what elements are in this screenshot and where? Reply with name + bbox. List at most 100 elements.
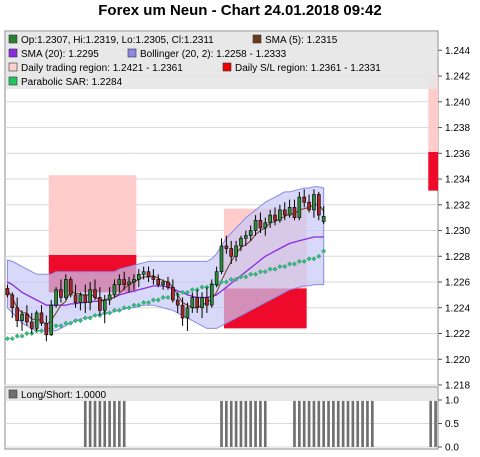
- long-short-y-axis: 0.0 0.5 1.0: [438, 396, 459, 454]
- long-short-bar: [220, 400, 223, 447]
- candle-body: [273, 214, 277, 221]
- legend-label: Op:1.2307, Hi:1.2319, Lo:1.2305, Cl:1.23…: [21, 35, 214, 46]
- long-short-bar: [298, 400, 301, 447]
- long-short-bar: [254, 400, 257, 447]
- candle-body: [88, 289, 92, 303]
- sar-point: [136, 302, 142, 308]
- long-short-bar: [361, 400, 364, 447]
- legend-swatch: [8, 62, 18, 72]
- candle-body: [78, 294, 83, 303]
- legend-swatch: [127, 48, 137, 58]
- price-tick-label: 1.226: [445, 278, 470, 289]
- legend-swatch: [252, 34, 262, 44]
- sar-point: [141, 300, 147, 306]
- candle-body: [200, 297, 204, 309]
- long-short-tick-label: 0.0: [445, 443, 459, 454]
- sar-point: [107, 310, 113, 316]
- sar-point: [272, 266, 278, 272]
- sar-point: [321, 248, 327, 254]
- long-short-legend-swatch: [8, 389, 18, 399]
- sar-point: [277, 264, 283, 270]
- candle-body: [205, 297, 209, 306]
- sar-point: [267, 266, 273, 272]
- candle-body: [73, 294, 78, 303]
- sar-point: [131, 302, 137, 308]
- candle-body: [59, 289, 63, 298]
- candle-body: [268, 214, 272, 224]
- long-short-bar: [327, 400, 330, 447]
- candle-body: [175, 299, 180, 306]
- long-short-bar: [429, 400, 433, 447]
- long-short-bar: [336, 400, 340, 447]
- sar-point: [301, 258, 307, 264]
- candle-body: [132, 279, 136, 283]
- long-short-bar: [346, 400, 350, 447]
- long-short-bar: [332, 400, 335, 447]
- candle-body: [10, 294, 15, 309]
- long-short-bar: [302, 400, 306, 447]
- price-tick-label: 1.244: [445, 46, 470, 57]
- candle-body: [171, 286, 175, 301]
- long-short-bar: [322, 400, 326, 447]
- candle-body: [316, 194, 321, 216]
- sar-point: [282, 264, 288, 270]
- long-short-bar: [370, 400, 374, 447]
- candle-body: [122, 279, 127, 285]
- candle-body: [29, 321, 34, 329]
- long-short-bar: [293, 400, 296, 447]
- sar-point: [155, 297, 161, 303]
- sar-point: [287, 261, 293, 267]
- sar-point: [73, 318, 79, 324]
- legend-label: Parabolic SAR: 1.2284: [21, 77, 123, 88]
- long-short-bar: [122, 400, 126, 447]
- sar-point: [199, 284, 205, 290]
- sar-point: [150, 297, 156, 303]
- candle-body: [239, 237, 243, 247]
- sar-point: [223, 279, 229, 285]
- legend-background: [6, 32, 437, 89]
- candle-body: [156, 279, 161, 285]
- candle-body: [107, 294, 112, 301]
- candle-body: [244, 235, 248, 239]
- candle-body: [20, 313, 24, 321]
- sar-point: [111, 307, 117, 313]
- long-short-bar: [98, 400, 102, 447]
- candle-body: [127, 281, 131, 285]
- candle-body: [5, 288, 10, 296]
- chart-title: Forex um Neun - Chart 24.01.2018 09:42: [98, 2, 382, 19]
- long-short-bar: [117, 400, 121, 447]
- legend-label: SMA (20): 1.2295: [21, 49, 99, 60]
- sar-point: [180, 289, 186, 295]
- sar-point: [311, 256, 317, 262]
- sar-point: [253, 271, 259, 277]
- candle-body: [151, 276, 156, 280]
- sar-point: [243, 274, 249, 280]
- long-short-bar: [351, 400, 355, 447]
- long-short-bar: [229, 400, 233, 447]
- candle-body: [166, 281, 170, 288]
- candle-body: [214, 271, 219, 285]
- long-short-bar: [113, 400, 116, 447]
- candle-body: [44, 322, 49, 336]
- long-short-bar: [249, 400, 253, 447]
- long-short-plot: 0.0 0.5 1.0 Long/Short: 1.0000: [4, 386, 459, 454]
- sar-point: [68, 320, 74, 326]
- long-short-bar: [356, 400, 360, 447]
- candle-body: [34, 312, 39, 329]
- candle-body: [64, 279, 68, 298]
- long-short-bar: [259, 400, 262, 447]
- candle-body: [253, 219, 258, 231]
- long-short-legend-background: [6, 388, 437, 401]
- candle-body: [321, 216, 326, 222]
- price-tick-label: 1.224: [445, 303, 470, 314]
- candle-body: [136, 273, 141, 280]
- long-short-bar: [234, 400, 238, 447]
- price-tick-label: 1.240: [445, 97, 470, 108]
- candle-body: [98, 297, 102, 311]
- long-short-bar: [93, 400, 97, 447]
- sar-point: [126, 305, 132, 311]
- candle-body: [185, 307, 190, 319]
- candle-body: [141, 271, 146, 275]
- long-short-bar: [88, 400, 92, 447]
